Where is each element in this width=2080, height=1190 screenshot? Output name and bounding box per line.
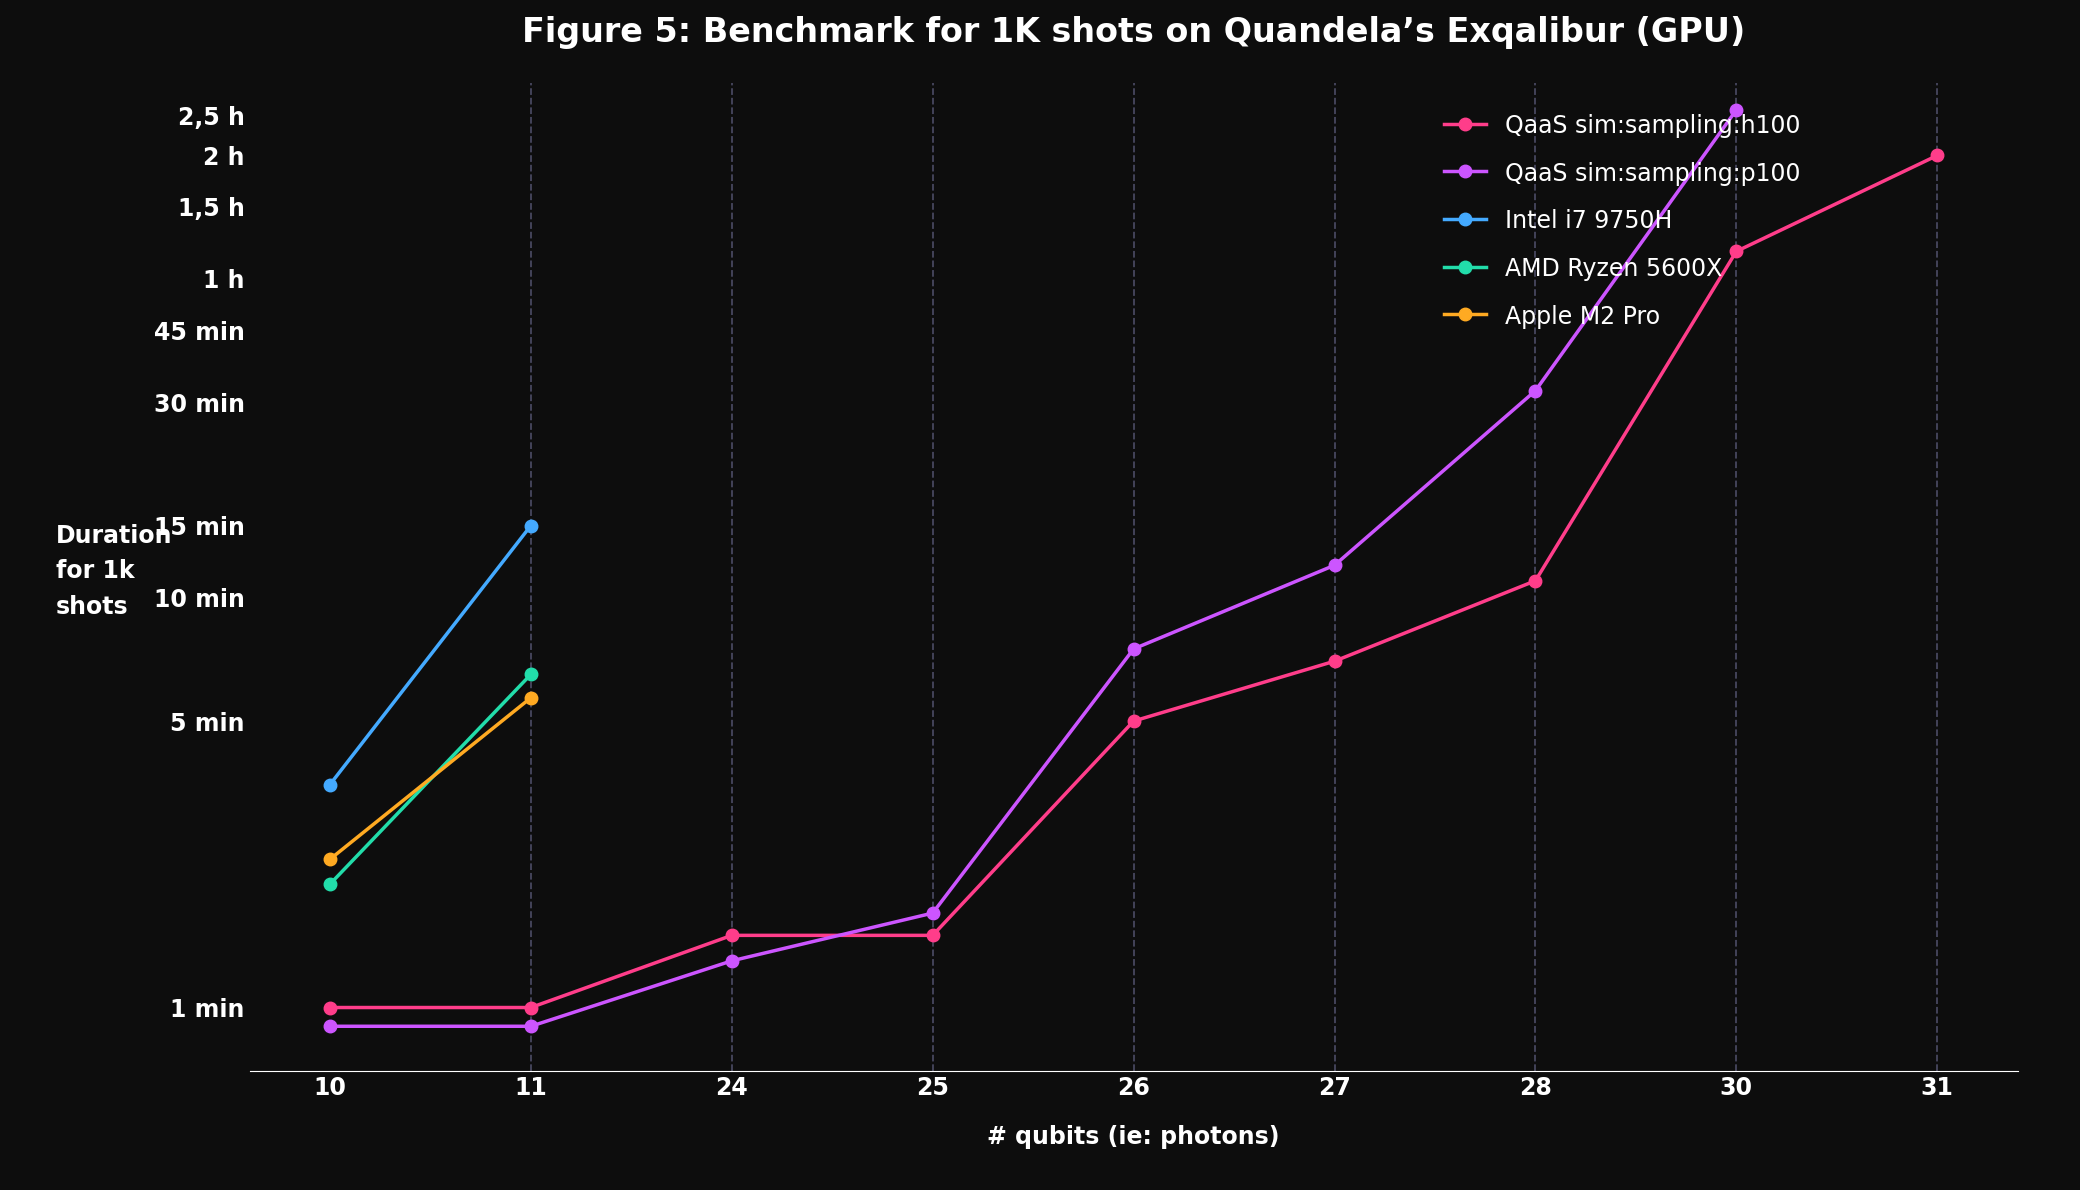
QaaS sim:sampling:h100 [1523,574,1548,588]
QaaS sim:sampling:h100 [1724,244,1749,258]
X-axis label: # qubits (ie: photons): # qubits (ie: photons) [988,1125,1279,1148]
QaaS sim:sampling:h100 [720,928,745,942]
Intel i7 9750H [318,777,343,791]
Legend: QaaS sim:sampling:h100, QaaS sim:sampling:p100, Intel i7 9750H, AMD Ryzen 5600X,: QaaS sim:sampling:h100, QaaS sim:samplin… [1437,107,1808,336]
Apple M2 Pro [318,852,343,866]
QaaS sim:sampling:h100 [318,1001,343,1015]
QaaS sim:sampling:p100 [1121,641,1146,656]
QaaS sim:sampling:h100 [518,1001,543,1015]
QaaS sim:sampling:p100 [1323,558,1348,572]
Line: QaaS sim:sampling:h100: QaaS sim:sampling:h100 [324,149,1943,1014]
AMD Ryzen 5600X [318,877,343,891]
Text: Duration
for 1k
shots: Duration for 1k shots [56,524,173,619]
Title: Figure 5: Benchmark for 1K shots on Quandela’s Exqalibur (GPU): Figure 5: Benchmark for 1K shots on Quan… [522,15,1745,49]
Line: QaaS sim:sampling:p100: QaaS sim:sampling:p100 [324,104,1743,1033]
AMD Ryzen 5600X [518,668,543,682]
QaaS sim:sampling:h100 [1323,654,1348,669]
QaaS sim:sampling:h100 [1924,149,1949,163]
QaaS sim:sampling:h100 [1121,714,1146,728]
Line: Apple M2 Pro: Apple M2 Pro [324,691,537,865]
Intel i7 9750H [518,519,543,533]
Line: AMD Ryzen 5600X: AMD Ryzen 5600X [324,668,537,890]
QaaS sim:sampling:p100 [318,1019,343,1033]
Apple M2 Pro [518,690,543,704]
QaaS sim:sampling:p100 [1724,102,1749,117]
Line: Intel i7 9750H: Intel i7 9750H [324,519,537,791]
QaaS sim:sampling:p100 [919,906,944,920]
QaaS sim:sampling:p100 [720,953,745,967]
QaaS sim:sampling:p100 [518,1019,543,1033]
QaaS sim:sampling:p100 [1523,383,1548,397]
QaaS sim:sampling:h100 [919,928,944,942]
